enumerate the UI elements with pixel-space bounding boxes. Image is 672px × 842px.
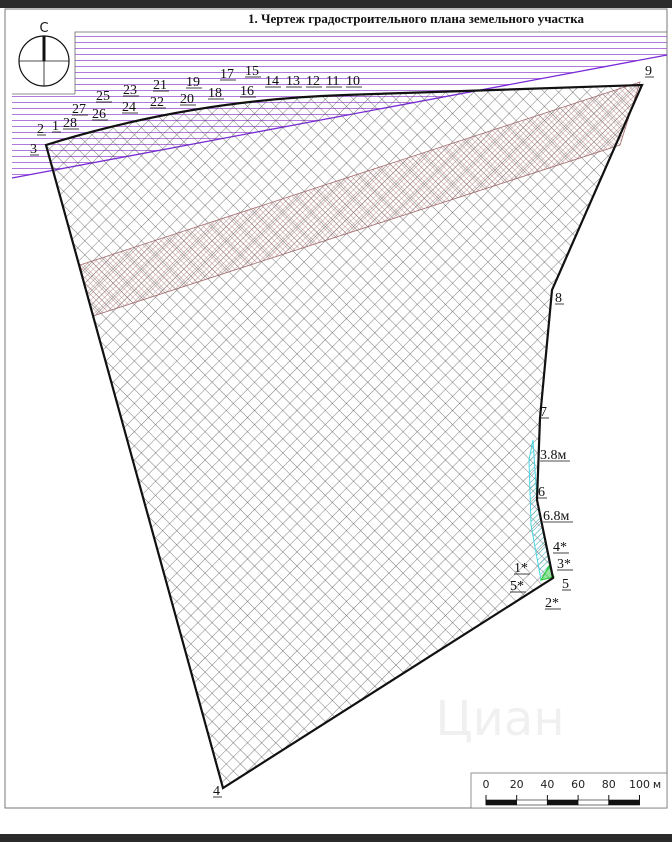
plot-boundary [44, 83, 644, 790]
point-label: 4 [213, 784, 220, 799]
scale-bar: 0 20 40 60 80 100 м [470, 772, 668, 809]
point-label: 18 [208, 86, 222, 101]
point-label: 22 [150, 95, 164, 110]
point-label: 3 [30, 142, 37, 157]
scale-tick-label: 60 [571, 778, 585, 791]
point-label: 16 [240, 84, 254, 99]
point-label: 13 [286, 74, 300, 89]
restriction-zone-outline [74, 31, 667, 94]
point-label: 14 [265, 74, 279, 89]
window-bottom-bar [0, 834, 672, 842]
scale-unit: м [653, 778, 661, 791]
point-label: 17 [220, 67, 234, 82]
scale-segment [608, 799, 640, 806]
scale-tick-label: 80 [602, 778, 616, 791]
point-label: 28 [63, 116, 77, 131]
point-label: 8 [555, 291, 562, 306]
scale-segment [577, 799, 610, 806]
point-label: 19 [186, 75, 200, 90]
watermark-logo: Циан [435, 691, 564, 747]
north-arrow-icon: С [18, 21, 70, 87]
point-label: 1* [514, 561, 528, 576]
drawing-title: 1. Чертеж градостроительного плана земел… [248, 11, 585, 26]
point-label: 6 [538, 485, 545, 500]
point-label: 1 [52, 119, 59, 134]
point-label: 26 [92, 107, 106, 122]
point-label: 20 [180, 92, 194, 107]
point-label: 2* [545, 596, 559, 611]
scale-segment [485, 799, 518, 806]
point-label: 3* [557, 557, 571, 572]
point-label: 24 [122, 100, 136, 115]
point-label: 12 [306, 74, 320, 89]
point-label: 3.8м [540, 448, 567, 463]
point-label: 5 [562, 577, 569, 592]
point-label: 7 [540, 405, 547, 420]
point-label: 11 [326, 74, 339, 89]
point-label: 15 [245, 64, 259, 79]
point-label: 27 [72, 102, 86, 117]
point-label: 23 [123, 83, 137, 98]
point-label: 25 [96, 89, 110, 104]
point-label: 2 [37, 122, 44, 137]
point-label: 9 [645, 64, 652, 79]
scale-tick-label: 0 [483, 778, 490, 791]
point-label: 10 [346, 74, 360, 89]
point-label: 4* [553, 540, 567, 555]
point-label: 21 [153, 78, 167, 93]
scale-segment [547, 799, 579, 806]
scale-tick-label: 40 [540, 778, 554, 791]
scale-tick-label: 20 [510, 778, 524, 791]
point-label: 6.8м [543, 509, 570, 524]
scale-tick-label: 100 [629, 778, 650, 791]
window-top-bar [0, 0, 672, 8]
scale-segment [516, 799, 548, 806]
drawing-frame [4, 8, 668, 809]
north-label: С [39, 21, 48, 36]
point-label: 5* [510, 579, 524, 594]
